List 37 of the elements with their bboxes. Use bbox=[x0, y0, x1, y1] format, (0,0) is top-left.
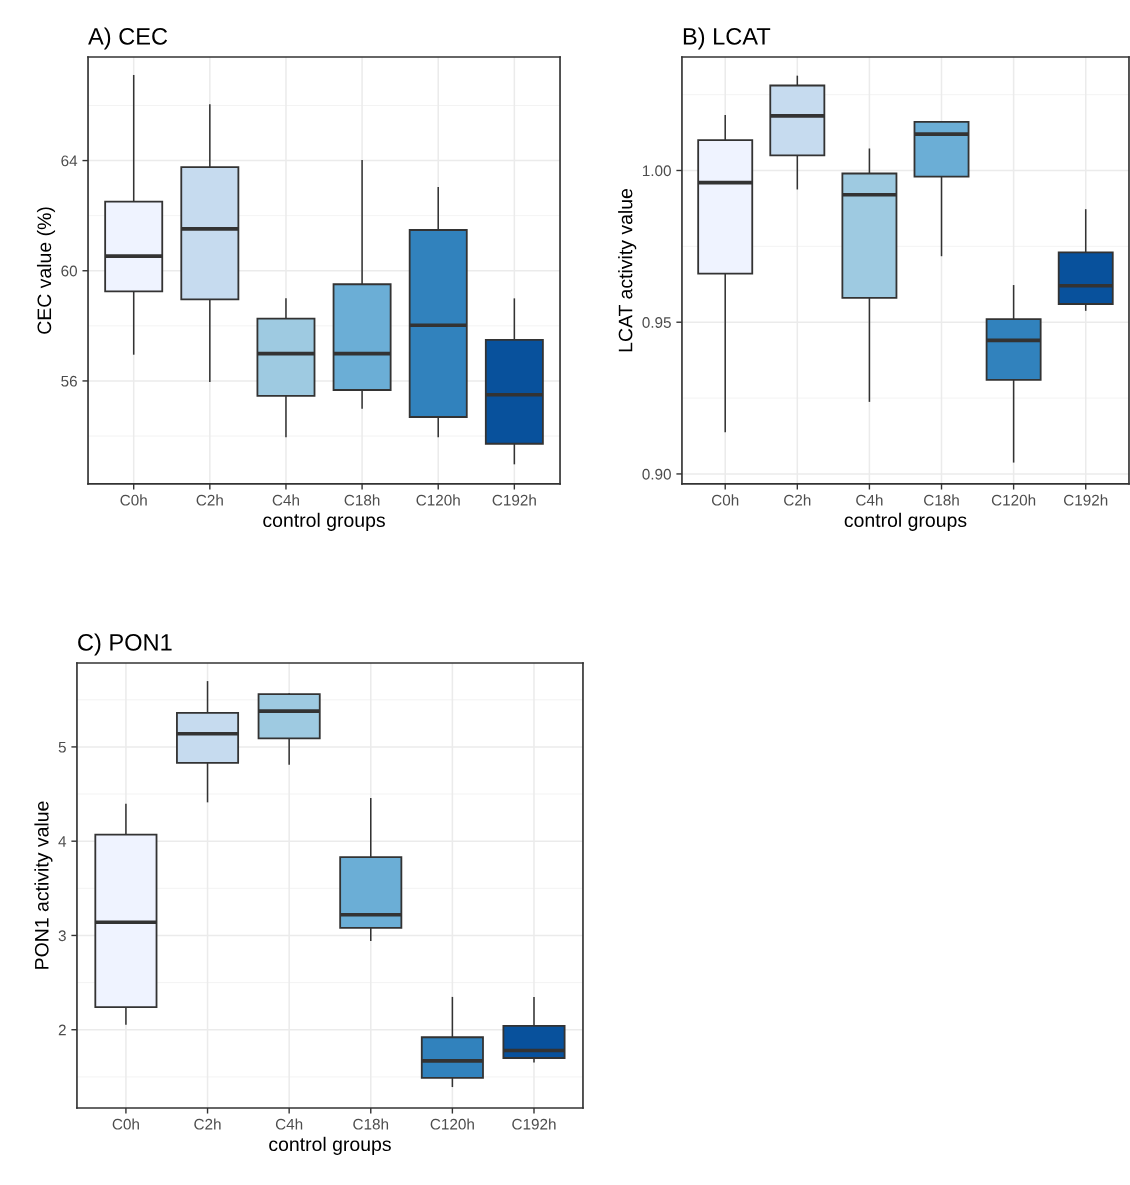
y-tick-label: 56 bbox=[61, 375, 77, 387]
y-tick-label: 2 bbox=[58, 1024, 66, 1036]
chart-title: A) CEC bbox=[88, 27, 168, 50]
y-axis-title: LCAT activity value bbox=[618, 189, 637, 352]
y-axis-title: CEC value (%) bbox=[36, 207, 56, 334]
chart-title: C) PON1 bbox=[78, 633, 172, 656]
x-tick-label: C192h bbox=[492, 494, 536, 506]
y-tick-label: 60 bbox=[61, 265, 78, 277]
x-tick-label: C0h bbox=[112, 1118, 139, 1130]
x-tick-label: C18h bbox=[344, 494, 380, 506]
x-tick-label: C2h bbox=[194, 1118, 221, 1130]
x-tick-label: C18h bbox=[353, 1118, 389, 1130]
y-axis-title: PON1 activity value bbox=[34, 801, 53, 969]
x-axis-title: control groups bbox=[269, 1136, 391, 1155]
x-tick-label: C120h bbox=[416, 494, 460, 506]
x-tick-label: C4h bbox=[272, 494, 299, 506]
x-tick-label: C120h bbox=[991, 494, 1036, 506]
y-tick-label: 4 bbox=[58, 836, 67, 847]
y-tick-label: 64 bbox=[61, 155, 78, 167]
x-tick-label: C2h bbox=[784, 494, 811, 506]
x-tick-label: C0h bbox=[120, 494, 147, 506]
x-tick-label: C4h bbox=[856, 494, 883, 506]
x-axis-title: control groups bbox=[263, 512, 385, 531]
x-axis-title: control groups bbox=[844, 512, 967, 531]
x-tick-label: C0h bbox=[711, 494, 739, 506]
y-tick-label: 3 bbox=[58, 930, 66, 942]
y-tick-label: 1.00 bbox=[642, 165, 671, 177]
chart-title: B) LCAT bbox=[683, 27, 771, 50]
x-tick-label: C120h bbox=[430, 1118, 474, 1130]
x-tick-label: C18h bbox=[924, 494, 959, 506]
y-tick-label: 0.95 bbox=[642, 317, 671, 328]
x-tick-label: C4h bbox=[275, 1118, 303, 1130]
x-tick-label: C192h bbox=[512, 1118, 556, 1130]
y-tick-label: 0.90 bbox=[642, 468, 671, 480]
x-tick-label: C2h bbox=[196, 494, 223, 506]
y-tick-label: 5 bbox=[58, 741, 66, 753]
x-tick-label: C192h bbox=[1063, 494, 1108, 506]
